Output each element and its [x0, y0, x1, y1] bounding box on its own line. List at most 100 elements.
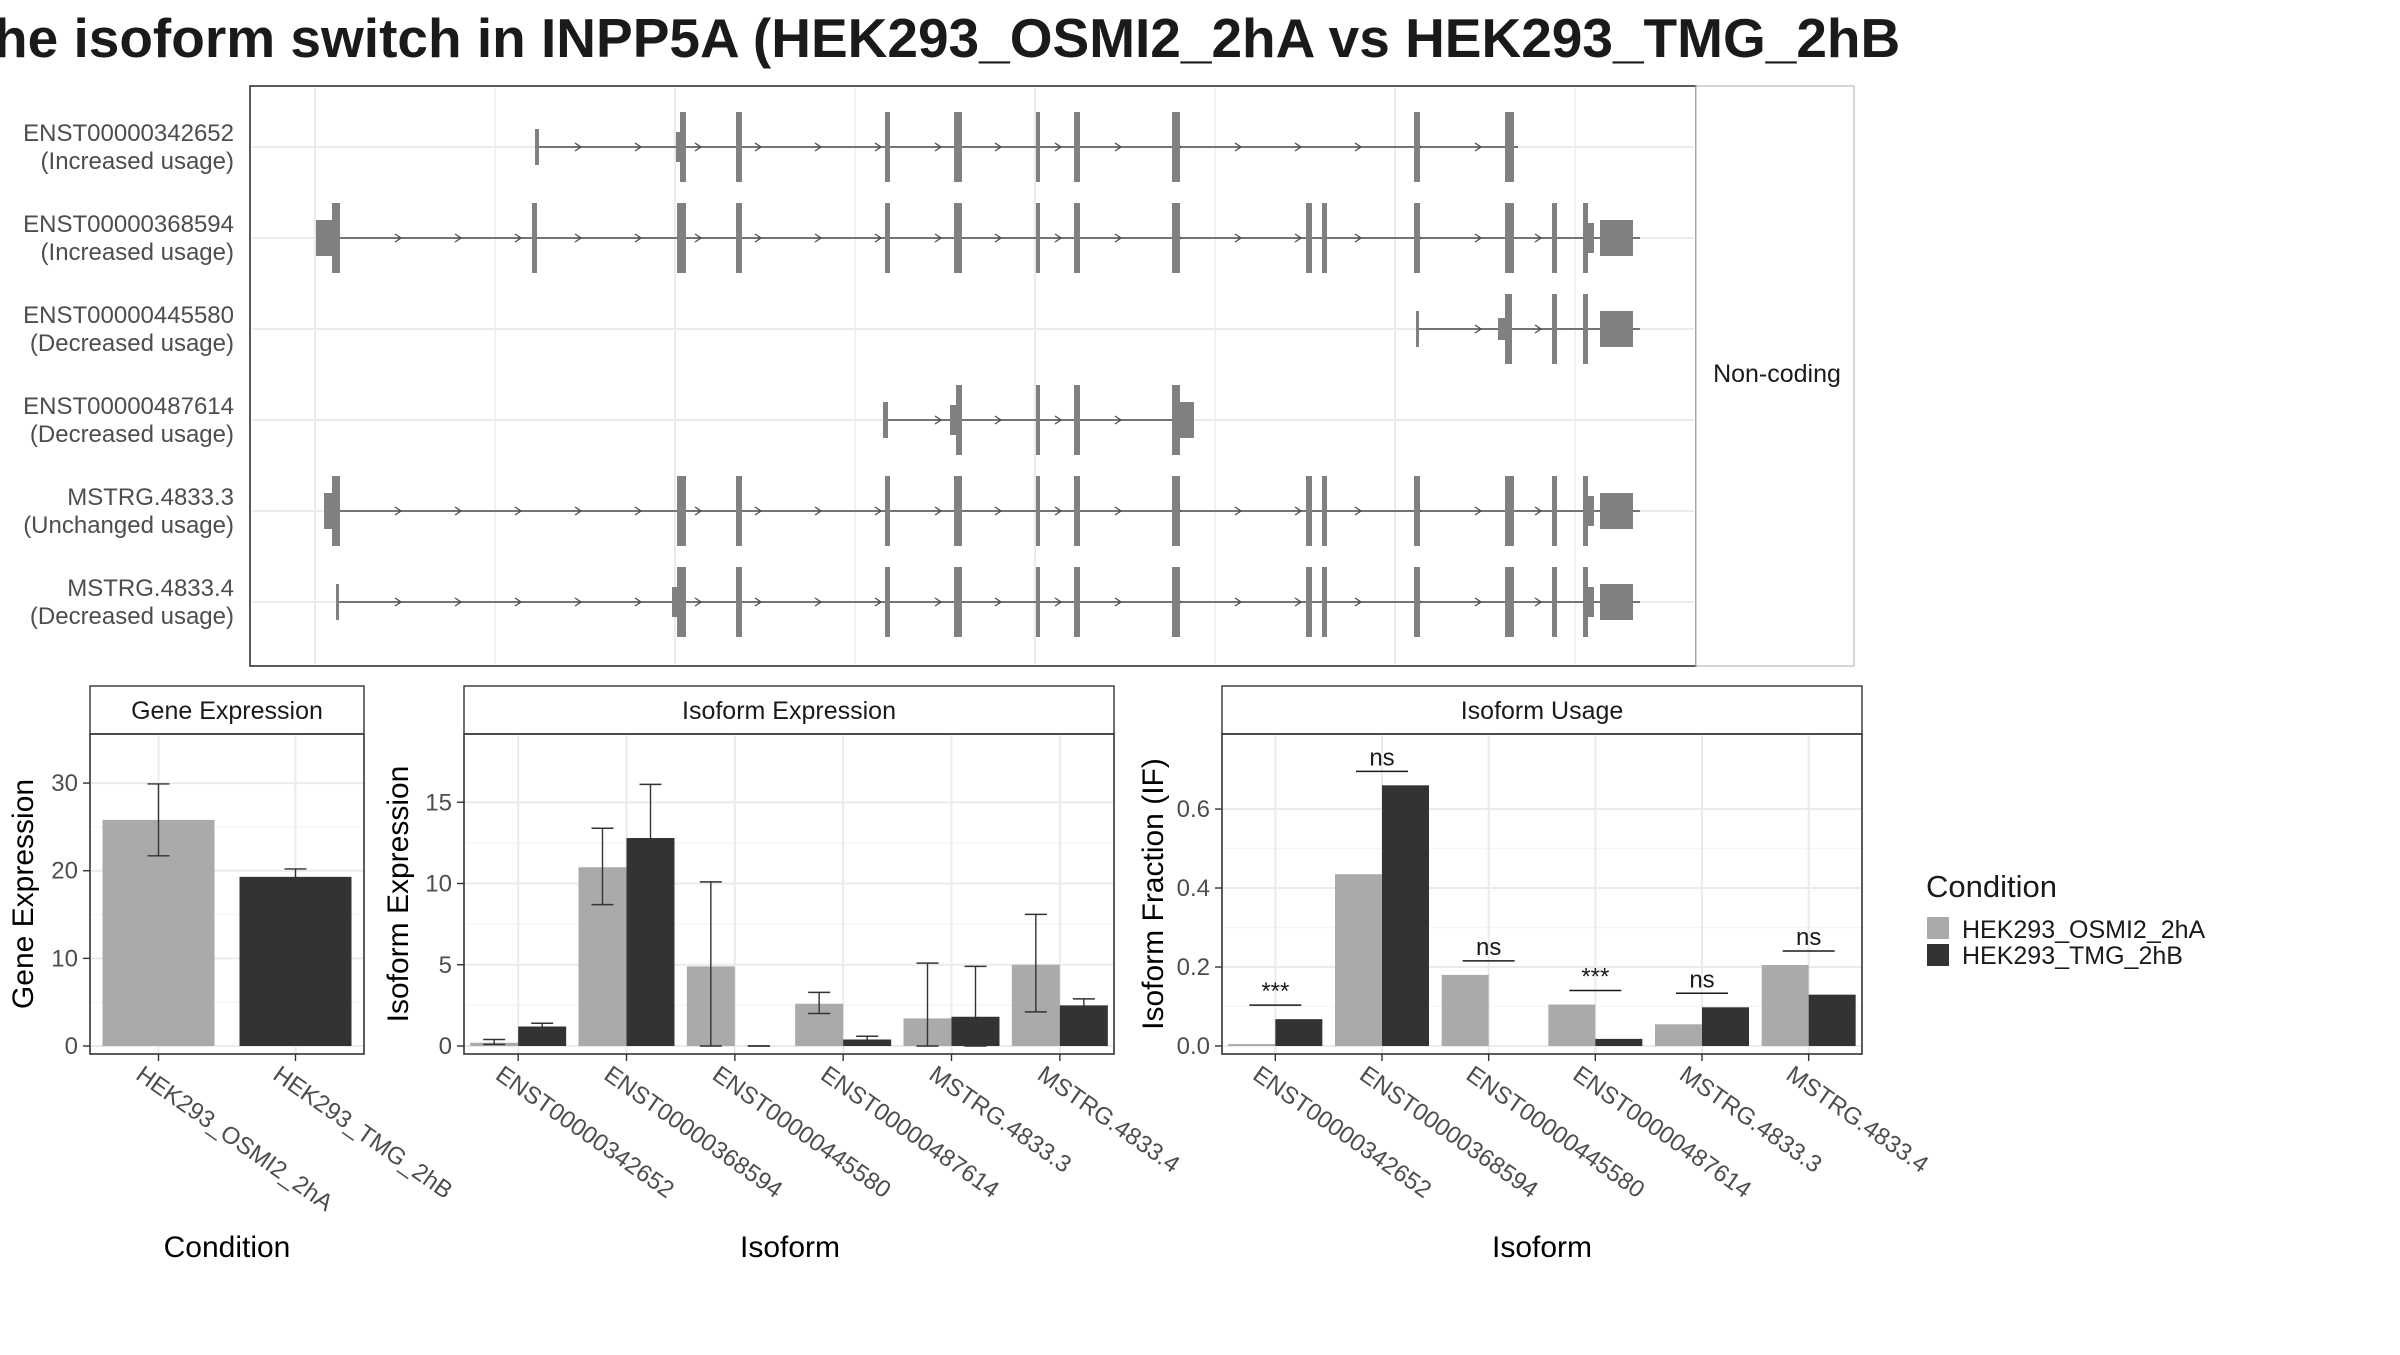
exon-block	[1583, 203, 1588, 273]
exon-block	[1074, 567, 1080, 637]
strand-arrow	[1354, 142, 1363, 152]
x-tick-label: ENST00000368594	[1355, 1061, 1543, 1204]
exon-block	[736, 112, 742, 182]
strand-arrow	[394, 233, 403, 243]
isoform-id-label: ENST00000487614	[23, 393, 234, 420]
strand-arrow	[814, 506, 823, 516]
exon-block	[680, 112, 686, 182]
isoform-track	[535, 112, 1518, 182]
significance-label: ns	[1369, 744, 1394, 771]
y-tick-label: 15	[425, 789, 452, 816]
exon-block	[954, 476, 962, 546]
strand-arrow	[1534, 597, 1543, 607]
strand-arrow	[1294, 597, 1303, 607]
exon-block	[336, 584, 339, 620]
exon-block	[954, 567, 962, 637]
bar	[1228, 1044, 1276, 1046]
isoform-track	[336, 567, 1640, 637]
strand-arrow	[694, 233, 703, 243]
significance-label: ns	[1689, 966, 1714, 993]
strand-arrow	[1114, 597, 1123, 607]
exon-block	[1036, 567, 1040, 637]
y-axis-title: Isoform Expression	[382, 766, 415, 1023]
strand-arrow	[754, 506, 763, 516]
strand-arrow	[1234, 142, 1243, 152]
strand-arrow	[1534, 233, 1543, 243]
exon-block	[1505, 203, 1514, 273]
x-tick-label: ENST00000368594	[599, 1061, 787, 1204]
isoform-track	[883, 385, 1194, 455]
bar	[102, 819, 215, 1046]
exon-block	[332, 203, 340, 273]
strand-arrow	[1354, 597, 1363, 607]
exon-block	[1552, 203, 1557, 273]
structure-panel-frame	[249, 85, 1697, 667]
strand-arrow	[634, 142, 643, 152]
panel-frame	[1221, 733, 1863, 1055]
isoform-usage-label: (Unchanged usage)	[23, 512, 234, 539]
strand-arrow	[874, 506, 883, 516]
x-axis-title: Condition	[164, 1231, 291, 1264]
strand-arrow	[754, 142, 763, 152]
strand-arrow	[874, 233, 883, 243]
strand-arrow	[1114, 415, 1123, 425]
panel-frame	[89, 733, 365, 1055]
isoform-id-label: ENST00000445580	[23, 302, 234, 329]
panel-strip	[1221, 685, 1863, 735]
isoform-track	[324, 476, 1640, 546]
structure-strip-label: Non-coding	[1713, 360, 1841, 388]
exon-block	[736, 476, 742, 546]
exon-block	[535, 129, 539, 165]
strand-arrow	[934, 506, 943, 516]
exon-block	[1074, 203, 1080, 273]
strand-arrow	[454, 506, 463, 516]
strand-arrow	[514, 597, 523, 607]
exon-block	[1505, 476, 1514, 546]
utr-block	[1600, 311, 1633, 347]
strand-arrow	[994, 142, 1003, 152]
strand-arrow	[934, 142, 943, 152]
exon-block	[1322, 567, 1327, 637]
y-tick-label: 10	[51, 945, 78, 972]
exon-block	[883, 402, 888, 438]
exon-block	[956, 385, 962, 455]
exon-block	[1583, 567, 1588, 637]
isoform-usage-label: (Decreased usage)	[30, 603, 234, 630]
y-tick-label: 0.2	[1177, 954, 1210, 981]
exon-block	[1172, 385, 1180, 455]
y-tick-label: 0	[439, 1033, 452, 1060]
strand-arrow	[394, 506, 403, 516]
x-tick-label: ENST00000487614	[816, 1061, 1004, 1204]
legend-title: Condition	[1926, 869, 2057, 904]
panel-strip-label: Isoform Usage	[1461, 697, 1624, 725]
exon-block	[736, 567, 742, 637]
significance-label: ns	[1476, 934, 1501, 961]
isoform-id-label: ENST00000342652	[23, 120, 234, 147]
exon-block	[954, 203, 962, 273]
exon-block	[1552, 567, 1557, 637]
panel-strip-label: Isoform Expression	[682, 697, 896, 725]
exon-block	[1322, 476, 1327, 546]
bar	[1702, 1007, 1749, 1046]
utr-block	[1180, 402, 1194, 438]
exon-block	[1414, 476, 1420, 546]
isoform-id-label: ENST00000368594	[23, 211, 234, 238]
panel-isoform-usage: Isoform Usage 0.0 0.2 0.4 0.6 ENST00000342652…	[1137, 685, 1933, 1264]
strand-arrow	[694, 142, 703, 152]
strand-arrow	[1054, 506, 1063, 516]
isoform-id-label: MSTRG.4833.3	[67, 484, 234, 511]
x-tick-label: ENST00000342652	[491, 1061, 679, 1204]
bar	[1441, 974, 1489, 1046]
strand-arrow	[394, 597, 403, 607]
strand-arrow	[1114, 506, 1123, 516]
exon-block	[1172, 203, 1180, 273]
significance-label: ***	[1581, 964, 1609, 991]
strand-arrow	[1354, 233, 1363, 243]
strand-arrow	[1474, 142, 1483, 152]
exon-block	[885, 476, 890, 546]
bar	[1275, 1019, 1323, 1046]
bar	[1655, 1024, 1702, 1046]
exon-block	[1172, 112, 1180, 182]
utr-block	[1600, 220, 1633, 256]
